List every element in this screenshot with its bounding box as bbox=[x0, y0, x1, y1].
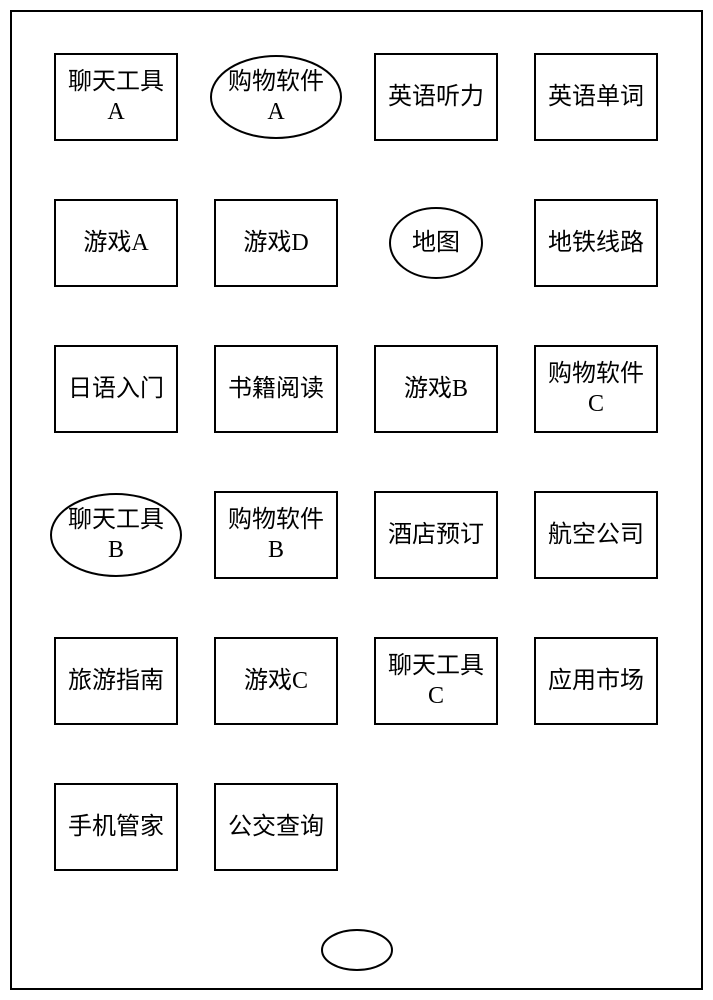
app-icon[interactable]: 公交查询 bbox=[196, 778, 356, 876]
app-icon-rect: 购物软件 B bbox=[214, 491, 338, 579]
app-label: 应用市场 bbox=[548, 666, 644, 696]
app-label: 日语入门 bbox=[68, 374, 164, 404]
app-icon-rect: 旅游指南 bbox=[54, 637, 178, 725]
home-button-icon bbox=[320, 928, 394, 972]
app-row: 聊天工具 B 购物软件 B 酒店预订 航空公司 bbox=[36, 486, 676, 584]
app-icon-rect: 航空公司 bbox=[534, 491, 658, 579]
app-icon[interactable]: 手机管家 bbox=[36, 778, 196, 876]
app-label: 英语单词 bbox=[548, 82, 644, 112]
app-label: 聊天工具 B bbox=[68, 505, 164, 565]
app-label: 地图 bbox=[412, 228, 460, 258]
app-icon[interactable]: 聊天工具 A bbox=[36, 48, 196, 146]
app-icon[interactable]: 游戏B bbox=[356, 340, 516, 438]
app-grid: 聊天工具 A 购物软件 A 英语听力 英语单词游戏A 游戏D 地图 地铁线路日语入门 书籍阅读… bbox=[36, 48, 676, 924]
app-icon-rect: 日语入门 bbox=[54, 345, 178, 433]
app-icon-rect: 游戏A bbox=[54, 199, 178, 287]
app-icon[interactable]: 聊天工具 B bbox=[36, 486, 196, 584]
app-label: 聊天工具 C bbox=[388, 651, 484, 711]
app-row: 日语入门 书籍阅读 游戏B 购物软件 C bbox=[36, 340, 676, 438]
app-icon[interactable]: 购物软件 B bbox=[196, 486, 356, 584]
app-label: 聊天工具 A bbox=[68, 67, 164, 127]
app-label: 旅游指南 bbox=[68, 666, 164, 696]
app-label: 手机管家 bbox=[68, 812, 164, 842]
app-row: 手机管家 公交查询 bbox=[36, 778, 676, 876]
app-icon-rect: 手机管家 bbox=[54, 783, 178, 871]
app-icon-rect: 购物软件 C bbox=[534, 345, 658, 433]
home-button[interactable] bbox=[320, 928, 394, 972]
app-icon-rect: 聊天工具 A bbox=[54, 53, 178, 141]
app-icon[interactable]: 旅游指南 bbox=[36, 632, 196, 730]
app-icon-rect: 酒店预订 bbox=[374, 491, 498, 579]
app-icon[interactable]: 英语单词 bbox=[516, 48, 676, 146]
app-icon-rect: 书籍阅读 bbox=[214, 345, 338, 433]
page: 聊天工具 A 购物软件 A 英语听力 英语单词游戏A 游戏D 地图 地铁线路日语入门 书籍阅读… bbox=[0, 0, 713, 1000]
app-icon-rect: 应用市场 bbox=[534, 637, 658, 725]
app-icon-rect: 游戏C bbox=[214, 637, 338, 725]
app-label: 购物软件 C bbox=[548, 359, 644, 419]
app-icon[interactable]: 地铁线路 bbox=[516, 194, 676, 292]
app-icon-ellipse: 地图 bbox=[388, 206, 484, 280]
app-icon-ellipse: 购物软件 A bbox=[209, 54, 343, 140]
app-label: 游戏A bbox=[83, 228, 148, 258]
app-label: 游戏D bbox=[243, 228, 308, 258]
app-icon-rect: 地铁线路 bbox=[534, 199, 658, 287]
app-row: 游戏A 游戏D 地图 地铁线路 bbox=[36, 194, 676, 292]
app-label: 公交查询 bbox=[228, 812, 324, 842]
app-label: 酒店预订 bbox=[388, 520, 484, 550]
app-label: 购物软件 B bbox=[228, 505, 324, 565]
app-icon[interactable]: 酒店预订 bbox=[356, 486, 516, 584]
app-icon-rect: 英语单词 bbox=[534, 53, 658, 141]
app-icon-rect: 公交查询 bbox=[214, 783, 338, 871]
app-icon[interactable]: 地图 bbox=[356, 194, 516, 292]
app-icon-rect: 英语听力 bbox=[374, 53, 498, 141]
app-icon[interactable]: 航空公司 bbox=[516, 486, 676, 584]
app-label: 游戏C bbox=[244, 666, 308, 696]
app-icon[interactable]: 购物软件 A bbox=[196, 48, 356, 146]
app-label: 英语听力 bbox=[388, 82, 484, 112]
app-icon-rect: 聊天工具 C bbox=[374, 637, 498, 725]
app-label: 购物软件 A bbox=[228, 67, 324, 127]
app-icon[interactable]: 书籍阅读 bbox=[196, 340, 356, 438]
app-icon[interactable]: 购物软件 C bbox=[516, 340, 676, 438]
app-icon-rect: 游戏B bbox=[374, 345, 498, 433]
app-label: 航空公司 bbox=[548, 520, 644, 550]
app-row: 聊天工具 A 购物软件 A 英语听力 英语单词 bbox=[36, 48, 676, 146]
app-icon[interactable]: 日语入门 bbox=[36, 340, 196, 438]
app-label: 地铁线路 bbox=[548, 228, 644, 258]
app-row: 旅游指南 游戏C 聊天工具 C 应用市场 bbox=[36, 632, 676, 730]
app-icon[interactable]: 游戏C bbox=[196, 632, 356, 730]
app-label: 书籍阅读 bbox=[228, 374, 324, 404]
app-icon-ellipse: 聊天工具 B bbox=[49, 492, 183, 578]
app-icon[interactable]: 聊天工具 C bbox=[356, 632, 516, 730]
app-icon-rect: 游戏D bbox=[214, 199, 338, 287]
app-label: 游戏B bbox=[404, 374, 468, 404]
app-icon[interactable]: 应用市场 bbox=[516, 632, 676, 730]
app-icon[interactable]: 游戏A bbox=[36, 194, 196, 292]
app-icon[interactable]: 英语听力 bbox=[356, 48, 516, 146]
app-icon[interactable]: 游戏D bbox=[196, 194, 356, 292]
